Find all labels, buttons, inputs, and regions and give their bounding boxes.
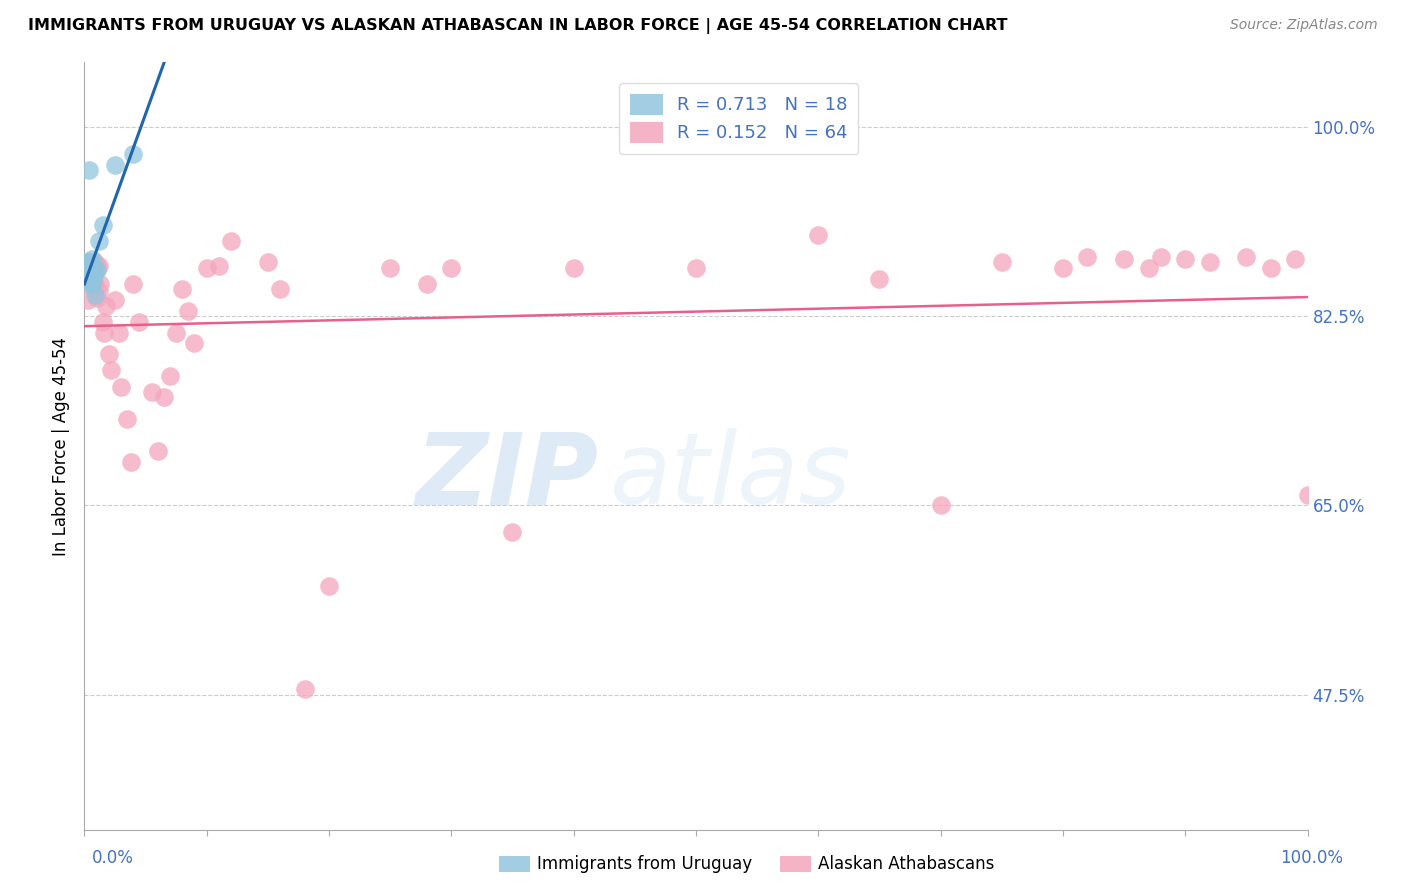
Point	[80, 259, 103, 273]
Point	[120, 455, 142, 469]
Point	[79, 266, 101, 280]
Point	[86, 291, 108, 305]
Point	[80, 277, 103, 291]
Point	[83, 263, 105, 277]
Point	[991, 255, 1014, 269]
Point	[128, 315, 150, 329]
Point	[685, 260, 707, 275]
Text: 0.0%: 0.0%	[91, 849, 134, 867]
Point	[208, 259, 231, 273]
Point	[91, 315, 114, 329]
Point	[87, 285, 110, 299]
Point	[1296, 488, 1319, 502]
Point	[79, 255, 101, 269]
Point	[122, 147, 145, 161]
Legend: R = 0.713   N = 18, R = 0.152   N = 64: R = 0.713 N = 18, R = 0.152 N = 64	[620, 83, 859, 153]
Point	[183, 336, 205, 351]
Point	[89, 277, 111, 291]
Point	[1174, 252, 1197, 266]
Point	[122, 277, 145, 291]
Text: Immigrants from Uruguay: Immigrants from Uruguay	[537, 855, 752, 873]
Point	[96, 299, 118, 313]
Point	[80, 252, 103, 266]
Point	[115, 412, 138, 426]
Point	[79, 274, 101, 288]
Point	[1260, 260, 1282, 275]
Text: ZIP: ZIP	[415, 428, 598, 525]
Point	[83, 260, 105, 275]
Point	[79, 277, 101, 291]
Point	[87, 259, 110, 273]
Point	[82, 259, 104, 273]
Point	[141, 384, 163, 399]
Point	[100, 363, 122, 377]
Point	[77, 255, 100, 269]
Point	[84, 277, 107, 291]
Point	[440, 260, 463, 275]
Point	[1114, 252, 1136, 266]
Point	[562, 260, 585, 275]
Point	[82, 274, 104, 288]
Point	[110, 379, 132, 393]
Point	[159, 368, 181, 383]
Point	[929, 499, 952, 513]
Point	[807, 228, 830, 243]
Point	[1198, 255, 1220, 269]
Text: 100.0%: 100.0%	[1279, 849, 1343, 867]
Point	[318, 579, 340, 593]
Point	[104, 293, 127, 307]
Point	[1284, 252, 1306, 266]
Point	[91, 218, 114, 232]
Text: IMMIGRANTS FROM URUGUAY VS ALASKAN ATHABASCAN IN LABOR FORCE | AGE 45-54 CORRELA: IMMIGRANTS FROM URUGUAY VS ALASKAN ATHAB…	[28, 18, 1008, 34]
Point	[93, 326, 115, 340]
Point	[84, 287, 107, 301]
Point	[79, 260, 101, 275]
Y-axis label: In Labor Force | Age 45-54: In Labor Force | Age 45-54	[52, 336, 70, 556]
Point	[257, 255, 280, 269]
Point	[177, 304, 200, 318]
Point	[83, 280, 105, 294]
Point	[87, 234, 110, 248]
Point	[84, 266, 107, 280]
Point	[77, 260, 100, 275]
Point	[86, 263, 108, 277]
Point	[86, 259, 108, 273]
Point	[97, 347, 120, 361]
Point	[82, 255, 104, 269]
Point	[195, 260, 218, 275]
Point	[146, 444, 169, 458]
Point	[869, 271, 891, 285]
Point	[153, 390, 176, 404]
Point	[104, 158, 127, 172]
Point	[269, 282, 291, 296]
Point	[107, 326, 129, 340]
Point	[82, 274, 104, 288]
Point	[1150, 250, 1173, 264]
Point	[294, 682, 316, 697]
Point	[1076, 250, 1098, 264]
Point	[1052, 260, 1074, 275]
Text: Source: ZipAtlas.com: Source: ZipAtlas.com	[1230, 18, 1378, 32]
Point	[77, 293, 100, 307]
Point	[502, 525, 524, 540]
Point	[1137, 260, 1160, 275]
Point	[219, 234, 242, 248]
Text: atlas: atlas	[610, 428, 852, 525]
Point	[416, 277, 439, 291]
Point	[1236, 250, 1258, 264]
Point	[172, 282, 194, 296]
Point	[84, 255, 107, 269]
Point	[77, 255, 100, 269]
Point	[380, 260, 402, 275]
Point	[77, 163, 100, 178]
Point	[165, 326, 187, 340]
Text: Alaskan Athabascans: Alaskan Athabascans	[818, 855, 994, 873]
